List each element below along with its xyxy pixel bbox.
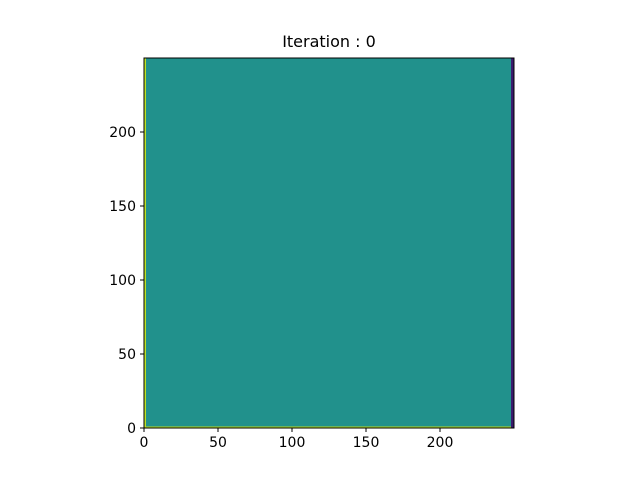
axes-frame xyxy=(143,57,515,429)
x-tick-label: 0 xyxy=(140,435,149,451)
y-tick-label: 200 xyxy=(109,125,136,141)
x-axis-ticks: 0 50 100 150 200 xyxy=(140,428,454,451)
heatmap-region-left-edge xyxy=(144,58,146,428)
x-tick-label: 100 xyxy=(279,435,306,451)
heatmap-region-interior xyxy=(144,58,514,428)
heatmap-regions xyxy=(144,58,514,429)
y-axis-ticks: 0 50 100 150 200 xyxy=(109,125,144,437)
x-tick-label: 50 xyxy=(209,435,227,451)
chart-title: Iteration : 0 xyxy=(282,32,376,51)
x-tick-label: 200 xyxy=(427,435,454,451)
y-tick-label: 150 xyxy=(109,199,136,215)
heatmap-region-right-edge xyxy=(511,58,514,428)
x-tick-label: 150 xyxy=(353,435,380,451)
y-tick-label: 50 xyxy=(118,347,136,363)
y-tick-label: 0 xyxy=(127,421,136,437)
y-tick-label: 100 xyxy=(109,273,136,289)
